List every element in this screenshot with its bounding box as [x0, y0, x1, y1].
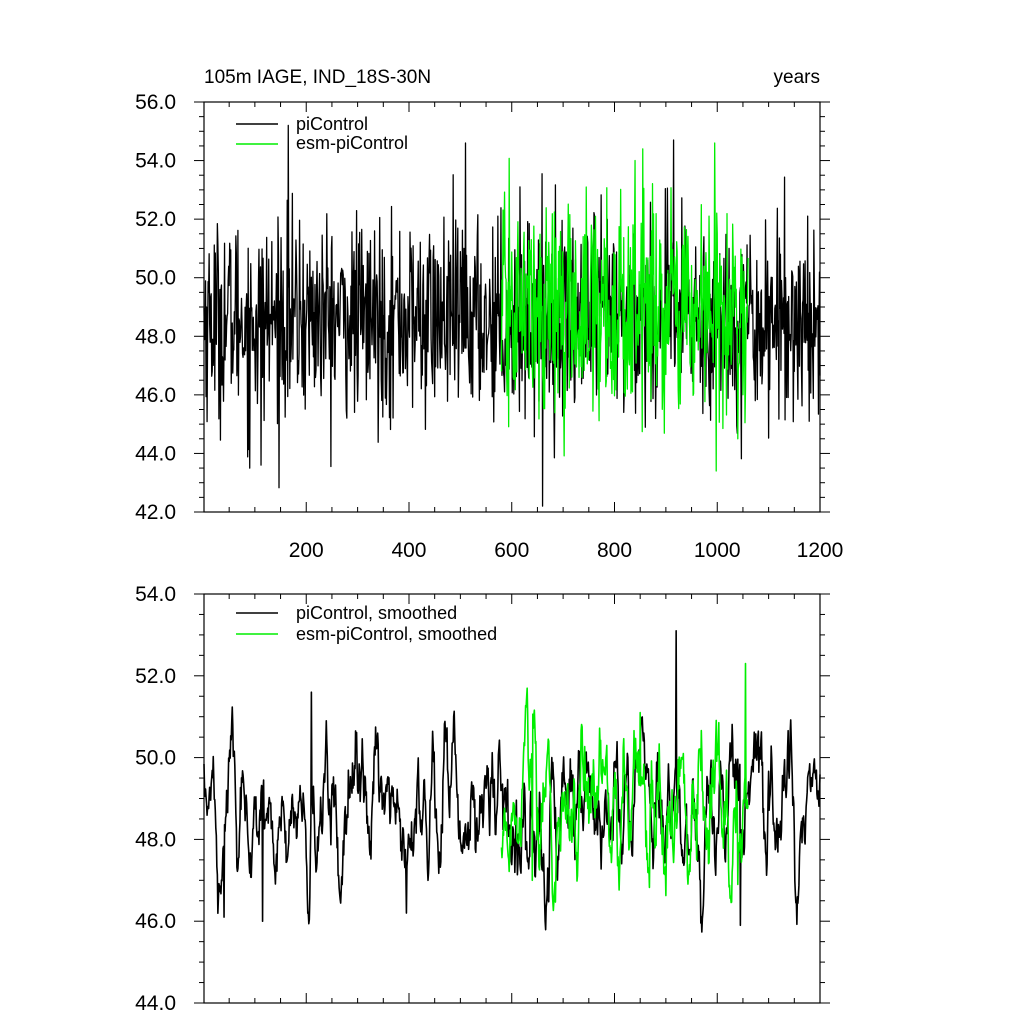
legend-label-picontrol: piControl — [296, 114, 368, 134]
top-legend: piControl esm-piControl — [236, 114, 408, 153]
top-axes: 200 400 600 800 1000 1200 42.0 44.0 46.0 48.0 50.0… — [135, 91, 843, 562]
top-x-tick-label: 1200 — [797, 539, 844, 562]
top-y-tick-label: 50.0 — [135, 267, 176, 290]
bottom-legend: piControl, smoothed esm-piControl, smoot… — [236, 603, 497, 644]
top-series-line-picontrol — [203, 124, 821, 507]
top-x-tick-label: 600 — [494, 539, 529, 562]
top-y-tick-label: 46.0 — [135, 384, 176, 407]
bottom-y-tick-label: 52.0 — [135, 665, 176, 688]
top-x-tick-label: 800 — [597, 539, 632, 562]
bottom-y-tick-label: 46.0 — [135, 910, 176, 933]
top-x-tick-label: 200 — [289, 539, 324, 562]
bottom-y-tick-label: 54.0 — [135, 583, 176, 606]
top-panel-units: years — [774, 67, 820, 88]
top-x-tick-label: 400 — [391, 539, 426, 562]
legend-label-esm-picontrol-smoothed: esm-piControl, smoothed — [296, 624, 497, 644]
bottom-series-group — [203, 630, 821, 933]
top-y-tick-label: 54.0 — [135, 150, 176, 173]
top-panel-title: 105m IAGE, IND_18S-30N — [204, 67, 431, 88]
bottom-series-line-picontrol-smoothed — [203, 630, 821, 933]
legend-label-picontrol-smoothed: piControl, smoothed — [296, 603, 457, 623]
bottom-y-tick-label: 48.0 — [135, 828, 176, 851]
top-y-tick-label: 42.0 — [135, 501, 176, 524]
bottom-y-tick-label: 50.0 — [135, 747, 176, 770]
top-y-tick-label: 56.0 — [135, 91, 176, 114]
top-y-tick-label: 44.0 — [135, 442, 176, 465]
top-series-group — [203, 124, 821, 507]
top-panel: 105m IAGE, IND_18S-30N years 200 400 600 80… — [135, 67, 843, 562]
legend-label-esm-picontrol: esm-piControl — [296, 133, 408, 153]
bottom-axes: 44.0 46.0 48.0 50.0 52.0 54.0 — [135, 583, 830, 1015]
top-y-tick-label: 48.0 — [135, 325, 176, 348]
bottom-series-line-esm-picontrol-smoothed — [500, 662, 749, 912]
top-series-line-esm-picontrol — [500, 142, 749, 472]
top-y-tick-label: 52.0 — [135, 208, 176, 231]
top-x-tick-label: 1000 — [694, 539, 741, 562]
bottom-y-tick-label: 44.0 — [135, 992, 176, 1015]
bottom-panel: 44.0 46.0 48.0 50.0 52.0 54.0 piControl, smoo… — [135, 583, 830, 1015]
